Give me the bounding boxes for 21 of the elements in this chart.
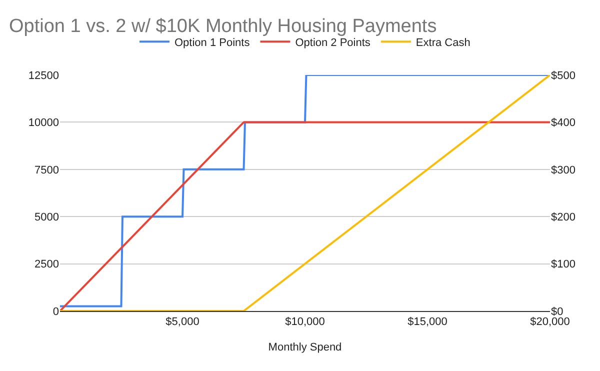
- chart-title: Option 1 vs. 2 w/ $10K Monthly Housing Payments: [9, 16, 437, 37]
- x-tick-label: $10,000: [285, 316, 325, 328]
- y-tick-label: 0: [52, 306, 59, 318]
- x-tick-label: $5,000: [166, 316, 200, 328]
- y2-tick-label: $200: [551, 211, 576, 224]
- legend-label: Option 2 Points: [295, 36, 371, 49]
- legend-label: Extra Cash: [416, 36, 470, 49]
- x-axis-title: Monthly Spend: [268, 341, 342, 354]
- y-tick-label: 5000: [34, 211, 59, 224]
- y-tick-label: 12500: [28, 70, 59, 82]
- y2-tick-label: $300: [551, 164, 576, 176]
- x-tick-label: $15,000: [408, 316, 448, 328]
- y2-tick-label: $0: [551, 306, 564, 318]
- y2-tick-label: $500: [551, 70, 576, 82]
- y2-tick-label: $400: [551, 117, 576, 130]
- y-tick-label: 2500: [34, 258, 59, 271]
- legend-label: Option 1 Points: [174, 36, 250, 49]
- y2-tick-label: $100: [551, 258, 576, 271]
- y-tick-label: 10000: [28, 117, 59, 130]
- x-tick-label: $20,000: [530, 316, 570, 328]
- y-tick-label: 7500: [34, 164, 59, 176]
